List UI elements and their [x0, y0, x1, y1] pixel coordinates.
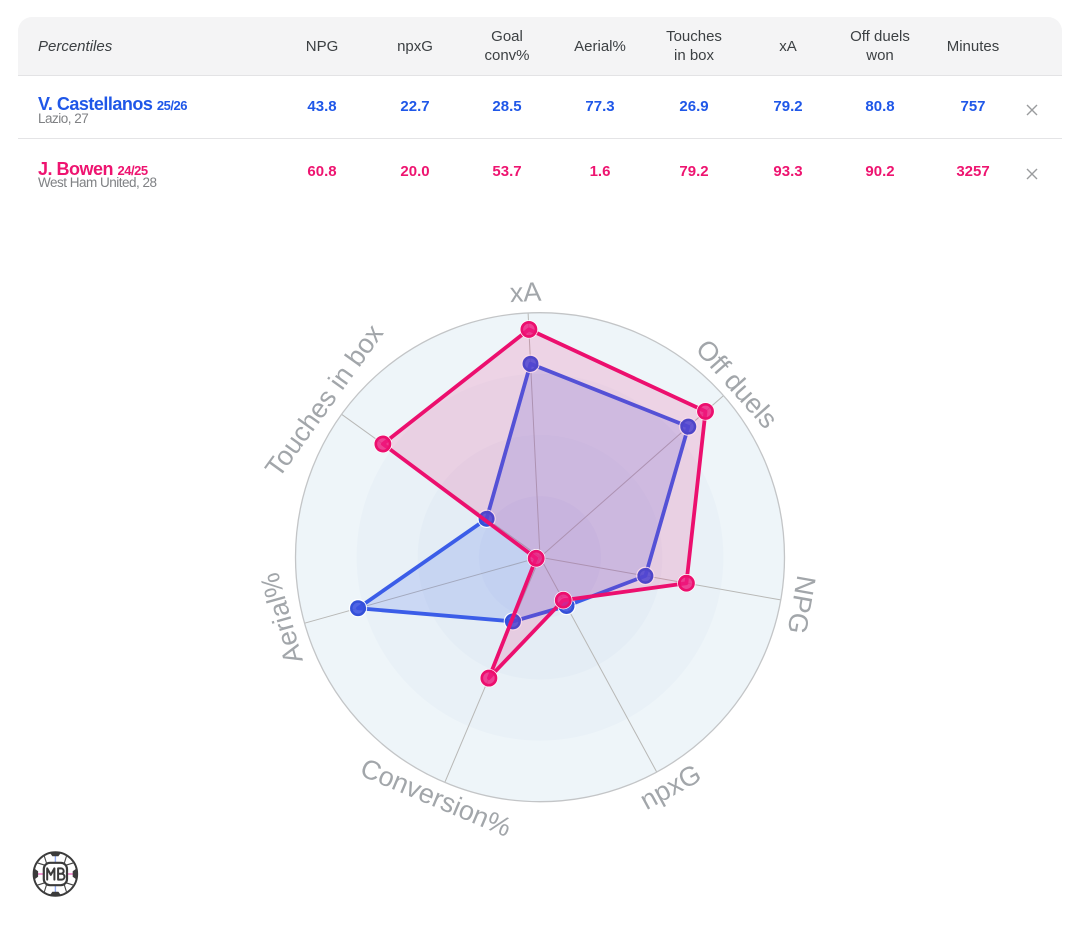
svg-text:xA: xA — [509, 277, 542, 309]
svg-text:NPG: NPG — [782, 573, 822, 636]
